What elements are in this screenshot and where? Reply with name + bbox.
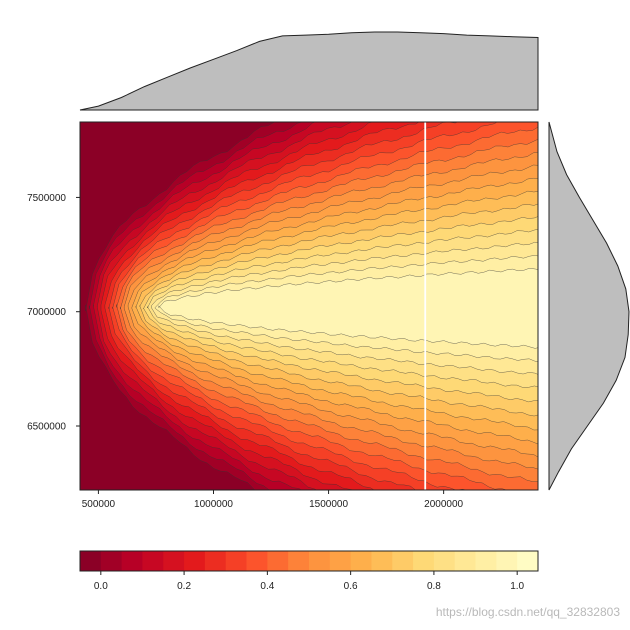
- colorbar-swatch: [329, 551, 352, 571]
- colorbar-tick-label: 0.0: [94, 581, 108, 592]
- colorbar-tick-label: 1.0: [510, 581, 524, 592]
- colorbar-swatch: [475, 551, 497, 571]
- colorbar-swatch: [288, 551, 310, 571]
- y-tick-label: 7500000: [27, 193, 66, 204]
- colorbar-swatch: [350, 551, 372, 571]
- plot-frame: [79, 121, 539, 491]
- colorbar-swatch: [413, 551, 435, 571]
- colorbar-swatch: [267, 551, 289, 571]
- x-tick-label: 500000: [82, 499, 116, 510]
- colorbar-swatch: [142, 551, 164, 571]
- colorbar-swatch: [392, 551, 414, 571]
- colorbar-tick-label: 0.2: [177, 581, 191, 592]
- colorbar-swatch: [246, 551, 268, 571]
- colorbar: 0.0 0.2 0.4 0.6 0.8 1.0: [79, 550, 539, 592]
- y-tick-label: 6500000: [27, 422, 66, 433]
- colorbar-swatch: [163, 551, 185, 571]
- colorbar-frame: [79, 550, 539, 572]
- colorbar-tick-label: 0.8: [427, 581, 441, 592]
- contour-band: [158, 267, 538, 349]
- colorbar-swatch: [100, 551, 123, 571]
- right-marginal-area: [548, 121, 630, 491]
- colorbar-swatch: [496, 551, 518, 571]
- colorbar-swatch: [121, 551, 143, 571]
- top-marginal-area: [79, 31, 539, 111]
- watermark: https://blog.csdn.net/qq_32832803: [436, 605, 620, 619]
- colorbar-tick-label: 0.4: [260, 581, 274, 592]
- colorbar-swatch: [184, 551, 206, 571]
- colorbar-swatch: [517, 551, 539, 571]
- colorbar-swatch: [309, 551, 331, 571]
- x-tick-label: 1000000: [194, 499, 233, 510]
- colorbar-swatch: [454, 551, 476, 571]
- x-tick-label: 2000000: [424, 499, 463, 510]
- colorbar-swatch: [433, 551, 456, 571]
- contour-fill-group: [80, 122, 538, 490]
- colorbar-swatch: [225, 551, 247, 571]
- colorbar-swatch: [80, 551, 102, 571]
- colorbar-tick-label: 0.6: [344, 581, 358, 592]
- right-marginal-density: [548, 121, 630, 491]
- x-tick-label: 1500000: [309, 499, 348, 510]
- y-tick-label: 7000000: [27, 307, 66, 318]
- contour-plot-area: 500000 1000000 1500000 2000000 6500000 700000…: [27, 121, 539, 510]
- colorbar-swatch: [371, 551, 393, 571]
- colorbar-swatch: [204, 551, 227, 571]
- top-marginal-density: [79, 31, 539, 111]
